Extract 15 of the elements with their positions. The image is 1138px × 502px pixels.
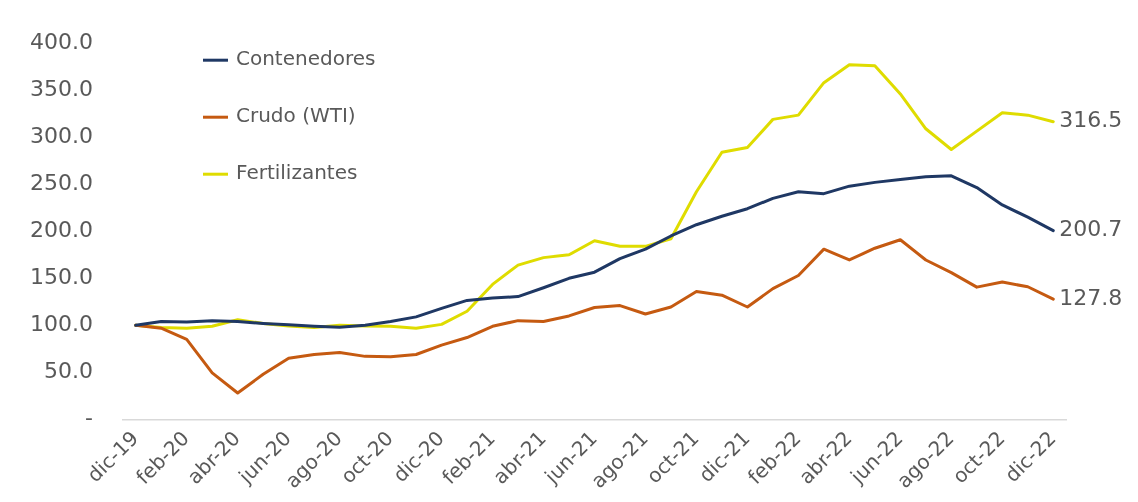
data-label: 127.8 [1059, 284, 1123, 310]
legend-label: Fertilizantes [235, 160, 358, 185]
y-tick-label: - [85, 405, 93, 431]
y-tick-label: 300.0 [30, 122, 93, 148]
y-tick-label: 50.0 [44, 358, 93, 384]
y-tick-label: 350.0 [30, 75, 93, 101]
y-tick-label: 250.0 [30, 169, 93, 195]
legend-label: Crudo (WTI) [235, 103, 356, 128]
legend-label: Contenedores [235, 46, 376, 71]
y-tick-label: 400.0 [30, 28, 93, 54]
y-tick-label: 100.0 [30, 311, 93, 337]
y-tick-label: 150.0 [30, 264, 93, 290]
data-label: 316.5 [1059, 107, 1123, 133]
data-label: 200.7 [1059, 216, 1123, 242]
y-tick-label: 200.0 [30, 217, 93, 243]
